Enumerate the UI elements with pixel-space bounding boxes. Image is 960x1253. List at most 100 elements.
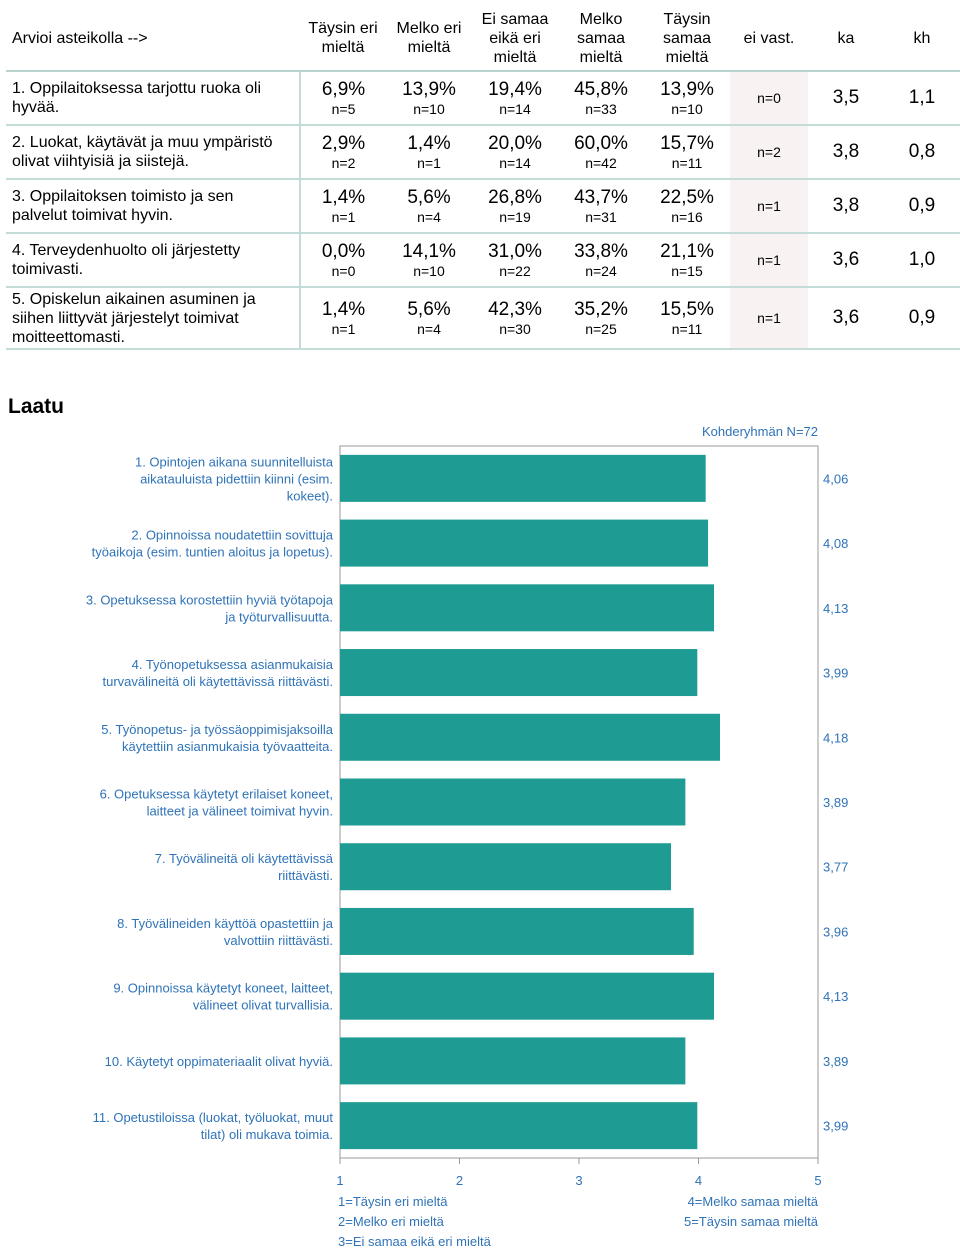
scale-header-4: Melko samaa mieltä bbox=[558, 6, 644, 72]
bar-value-label: 3,99 bbox=[823, 666, 848, 681]
scale-header-5: Täysin samaa mieltä bbox=[644, 6, 730, 72]
legend-item: 1=Täysin eri mieltä bbox=[338, 1194, 448, 1209]
category-label: käytettiin asianmukaisia työvaatteita. bbox=[122, 739, 333, 754]
response-count: n=33 bbox=[585, 100, 617, 117]
survey-table: Arvioi asteikolla --> Täysin eri mieltä … bbox=[6, 6, 960, 350]
scale-header-1: Täysin eri mieltä bbox=[300, 6, 386, 72]
response-cell: 0,0% n=0 bbox=[300, 233, 386, 288]
response-cell: 14,1% n=10 bbox=[386, 233, 472, 288]
response-cell: 6,9% n=5 bbox=[300, 71, 386, 126]
legend-item: 5=Täysin samaa mieltä bbox=[684, 1214, 819, 1229]
bar bbox=[340, 907, 694, 955]
response-cell: 35,2% n=25 bbox=[558, 287, 644, 350]
response-count: n=2 bbox=[331, 154, 356, 171]
category-label: välineet olivat turvallisia. bbox=[193, 998, 333, 1013]
question-text: 5. Opiskelun aikainen asuminen ja siihen… bbox=[6, 287, 301, 350]
response-cell: 42,3% n=30 bbox=[472, 287, 558, 350]
response-count: n=10 bbox=[671, 100, 703, 117]
table-row: 2. Luokat, käytävät ja muu ympäristö oli… bbox=[6, 125, 960, 180]
response-cell: 33,8% n=24 bbox=[558, 233, 644, 288]
response-cell: 43,7% n=31 bbox=[558, 179, 644, 234]
response-percent: 21,1% bbox=[660, 240, 714, 262]
sd-value: 0,9 bbox=[884, 179, 960, 234]
response-cell: 15,5% n=11 bbox=[644, 287, 730, 350]
sd-value: 1,0 bbox=[884, 233, 960, 288]
legend-item: 4=Melko samaa mieltä bbox=[688, 1194, 819, 1209]
response-percent: 13,9% bbox=[660, 78, 714, 100]
response-count: n=11 bbox=[671, 320, 703, 337]
question-text: 4. Terveydenhuolto oli järjestetty toimi… bbox=[6, 233, 301, 288]
bar-value-label: 3,99 bbox=[823, 1119, 848, 1134]
mean-value: 3,5 bbox=[808, 71, 884, 126]
no-answer-header: ei vast. bbox=[730, 6, 808, 72]
response-percent: 26,8% bbox=[488, 186, 542, 208]
no-answer-count: n=1 bbox=[730, 179, 808, 234]
x-tick-label: 5 bbox=[814, 1173, 821, 1188]
no-answer-count: n=1 bbox=[730, 287, 808, 350]
response-percent: 15,7% bbox=[660, 132, 714, 154]
response-percent: 31,0% bbox=[488, 240, 542, 262]
response-percent: 5,6% bbox=[407, 298, 451, 320]
response-count: n=30 bbox=[499, 320, 531, 337]
bar bbox=[340, 649, 698, 697]
category-label: riittävästi. bbox=[278, 868, 333, 883]
response-percent: 1,4% bbox=[321, 186, 366, 208]
response-percent: 45,8% bbox=[574, 78, 628, 100]
response-cell: 31,0% n=22 bbox=[472, 233, 558, 288]
category-label: 6. Opetuksessa käytetyt erilaiset koneet… bbox=[100, 787, 333, 802]
table-row: 4. Terveydenhuolto oli järjestetty toimi… bbox=[6, 233, 960, 288]
response-count: n=0 bbox=[331, 262, 356, 279]
category-label: kokeet). bbox=[287, 488, 333, 503]
response-cell: 15,7% n=11 bbox=[644, 125, 730, 180]
response-percent: 5,6% bbox=[407, 186, 451, 208]
table-row: 5. Opiskelun aikainen asuminen ja siihen… bbox=[6, 287, 960, 350]
category-label: työaikoja (esim. tuntien aloitus ja lope… bbox=[92, 545, 333, 560]
response-percent: 20,0% bbox=[488, 132, 542, 154]
legend-item: 3=Ei samaa eikä eri mieltä bbox=[338, 1234, 492, 1249]
question-text: 1. Oppilaitoksessa tarjottu ruoka oli hy… bbox=[6, 71, 301, 126]
response-percent: 15,5% bbox=[660, 298, 714, 320]
bar-value-label: 4,13 bbox=[823, 989, 848, 1004]
response-count: n=22 bbox=[499, 262, 531, 279]
no-answer-count: n=0 bbox=[730, 71, 808, 126]
response-cell: 26,8% n=19 bbox=[472, 179, 558, 234]
bar-value-label: 4,06 bbox=[823, 471, 848, 486]
response-percent: 1,4% bbox=[321, 298, 366, 320]
question-text: 3. Oppilaitoksen toimisto ja sen palvelu… bbox=[6, 179, 301, 234]
mean-value: 3,8 bbox=[808, 179, 884, 234]
category-label: 4. Työnopetuksessa asianmukaisia bbox=[132, 657, 334, 672]
sd-value: 1,1 bbox=[884, 71, 960, 126]
section-title: Laatu bbox=[8, 395, 65, 418]
response-count: n=16 bbox=[671, 208, 703, 225]
response-cell: 5,6% n=4 bbox=[386, 287, 472, 350]
x-tick-label: 4 bbox=[695, 1173, 702, 1188]
response-count: n=1 bbox=[417, 154, 441, 171]
x-tick-label: 3 bbox=[575, 1173, 582, 1188]
response-cell: 1,4% n=1 bbox=[386, 125, 472, 180]
bar bbox=[340, 454, 706, 502]
response-percent: 19,4% bbox=[488, 78, 542, 100]
bar bbox=[340, 778, 686, 826]
bar-value-label: 3,89 bbox=[823, 795, 848, 810]
table-row: 1. Oppilaitoksessa tarjottu ruoka oli hy… bbox=[6, 71, 960, 126]
response-count: n=10 bbox=[413, 100, 445, 117]
response-count: n=31 bbox=[585, 208, 617, 225]
response-count: n=25 bbox=[585, 320, 617, 337]
response-cell: 22,5% n=16 bbox=[644, 179, 730, 234]
bar bbox=[340, 972, 715, 1020]
legend-item: 2=Melko eri mieltä bbox=[338, 1214, 445, 1229]
response-cell: 1,4% n=1 bbox=[300, 179, 386, 234]
category-label: 2. Opinnoissa noudatettiin sovittuja bbox=[131, 528, 333, 543]
scale-header-2: Melko eri mieltä bbox=[386, 6, 472, 72]
category-label: laitteet ja välineet toimivat hyvin. bbox=[147, 804, 333, 819]
no-answer-count: n=1 bbox=[730, 233, 808, 288]
mean-value: 3,6 bbox=[808, 233, 884, 288]
category-label: 5. Työnopetus- ja työssäoppimisjaksoilla bbox=[101, 722, 333, 737]
response-cell: 21,1% n=15 bbox=[644, 233, 730, 288]
category-label: 10. Käytetyt oppimateriaalit olivat hyvi… bbox=[105, 1054, 333, 1069]
response-count: n=11 bbox=[671, 154, 703, 171]
response-cell: 45,8% n=33 bbox=[558, 71, 644, 126]
response-count: n=4 bbox=[417, 208, 441, 225]
category-label: aikatauluista pidettiin kiinni (esim. bbox=[140, 471, 333, 486]
response-count: n=10 bbox=[413, 262, 445, 279]
